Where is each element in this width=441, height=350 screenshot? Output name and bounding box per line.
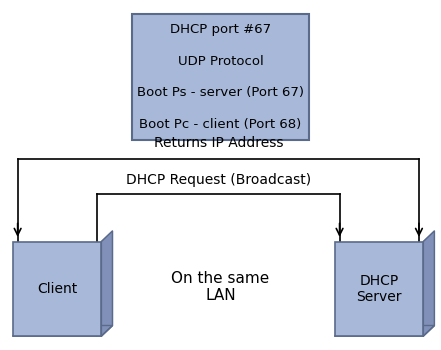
Text: UDP Protocol: UDP Protocol [178, 55, 263, 68]
Polygon shape [423, 231, 434, 336]
Text: DHCP port #67: DHCP port #67 [170, 23, 271, 36]
Polygon shape [13, 326, 112, 336]
Text: Returns IP Address: Returns IP Address [153, 136, 283, 150]
Polygon shape [101, 231, 112, 336]
FancyBboxPatch shape [132, 14, 309, 140]
FancyBboxPatch shape [13, 241, 101, 336]
Text: Boot Pc - client (Port 68): Boot Pc - client (Port 68) [139, 118, 302, 131]
Text: DHCP
Server: DHCP Server [356, 274, 402, 304]
FancyBboxPatch shape [335, 241, 423, 336]
Text: On the same
LAN: On the same LAN [172, 271, 269, 303]
Polygon shape [335, 326, 434, 336]
Text: DHCP Request (Broadcast): DHCP Request (Broadcast) [126, 173, 311, 187]
Text: Client: Client [37, 282, 78, 296]
Text: Boot Ps - server (Port 67): Boot Ps - server (Port 67) [137, 86, 304, 99]
